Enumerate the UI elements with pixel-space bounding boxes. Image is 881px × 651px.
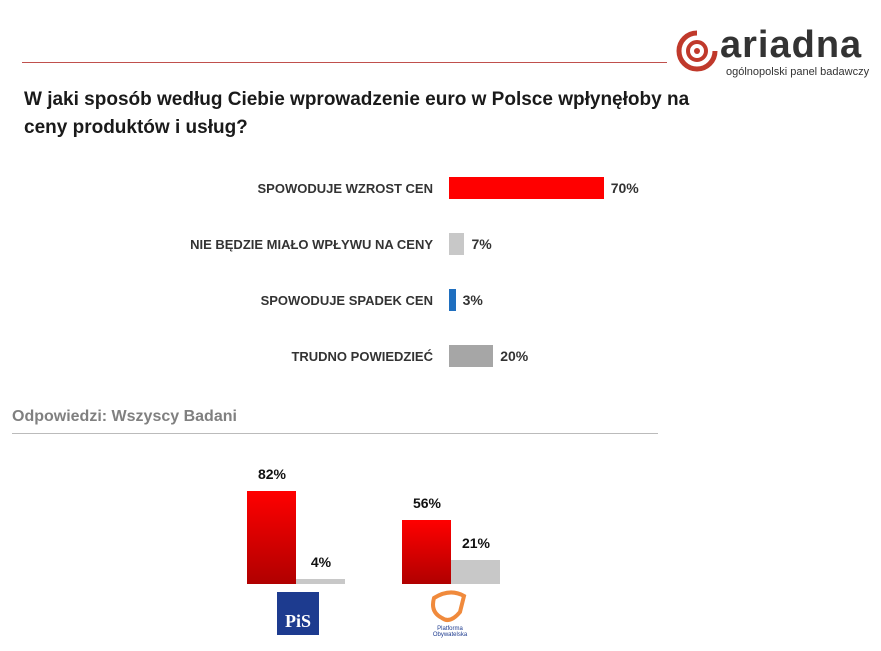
bar-value-label: 20% bbox=[500, 348, 529, 364]
bar-platforma-obywatelska bbox=[451, 560, 500, 584]
bar-value-label: 3% bbox=[462, 292, 483, 308]
bar-value-label: 21% bbox=[461, 535, 491, 552]
pis-logo: PiS bbox=[277, 592, 319, 635]
bar bbox=[449, 345, 494, 367]
bar-pis bbox=[296, 579, 345, 584]
svg-text:Obywatelska: Obywatelska bbox=[433, 632, 468, 638]
logo-word: ariadna bbox=[720, 24, 863, 66]
bar-value-label: 70% bbox=[610, 180, 639, 196]
bar bbox=[449, 177, 604, 199]
chart-subtitle: Odpowiedzi: Wszyscy Badani bbox=[12, 408, 237, 425]
bar-value-label: 56% bbox=[412, 495, 442, 512]
bar bbox=[449, 233, 465, 255]
platforma-obywatelska-logo: Platforma Obywatelska bbox=[431, 590, 468, 638]
bar-label: NIE BĘDZIE MIAŁO WPŁYWU NA CENY bbox=[190, 237, 433, 252]
bar bbox=[449, 289, 456, 311]
bar-value-label: 82% bbox=[257, 466, 287, 482]
logo-tagline: ogólnopolski panel badawczy bbox=[726, 66, 870, 78]
bar-value-label: 4% bbox=[310, 554, 332, 571]
logo-ring-icon bbox=[676, 30, 718, 72]
ariadna-logo: ariadna ogólnopolski panel badawczy bbox=[676, 24, 876, 78]
subtitle-divider bbox=[12, 433, 658, 434]
svg-text:Platforma: Platforma bbox=[437, 626, 463, 632]
chart-title: W jaki sposób według Ciebie wprowadzenie… bbox=[24, 89, 690, 138]
bar-value-label: 7% bbox=[471, 236, 492, 252]
bar-label: TRUDNO POWIEDZIEĆ bbox=[291, 349, 433, 364]
header-divider bbox=[22, 62, 667, 63]
bar-pis bbox=[247, 491, 296, 584]
bar-label: SPOWODUJE SPADEK CEN bbox=[260, 293, 433, 308]
bar-label: SPOWODUJE WZROST CEN bbox=[257, 181, 433, 196]
bar-platforma-obywatelska bbox=[402, 520, 451, 584]
